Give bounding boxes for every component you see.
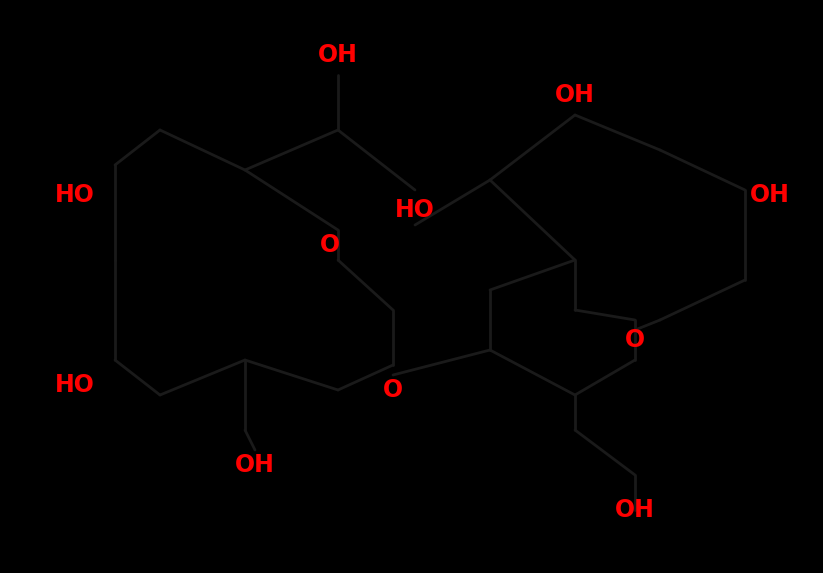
Text: O: O — [320, 233, 340, 257]
Text: OH: OH — [615, 498, 655, 522]
Text: OH: OH — [318, 43, 358, 67]
Text: HO: HO — [395, 198, 435, 222]
Text: OH: OH — [555, 83, 595, 107]
Text: O: O — [625, 328, 645, 352]
Text: HO: HO — [55, 373, 95, 397]
Text: HO: HO — [55, 183, 95, 207]
Text: OH: OH — [750, 183, 790, 207]
Text: O: O — [383, 378, 403, 402]
Text: OH: OH — [235, 453, 275, 477]
